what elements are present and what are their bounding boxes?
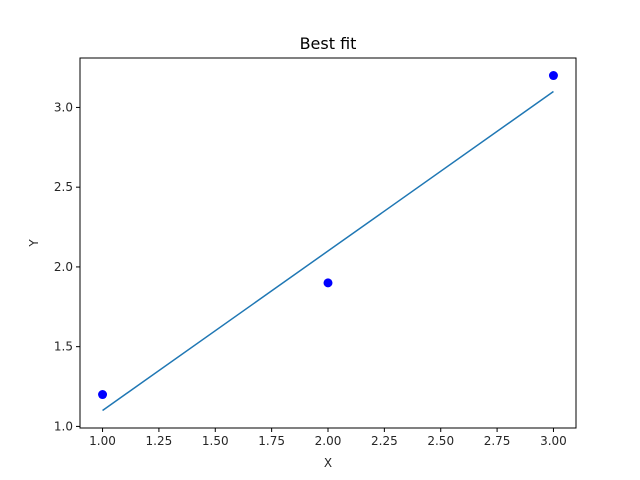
x-tick-label: 1.50	[202, 434, 229, 448]
chart-title: Best fit	[300, 34, 357, 53]
y-tick-label: 2.5	[54, 180, 73, 194]
x-tick-label: 1.00	[89, 434, 116, 448]
x-tick-label: 3.00	[540, 434, 567, 448]
y-tick-label: 1.5	[54, 340, 73, 354]
x-tick-label: 2.00	[315, 434, 342, 448]
y-tick-label: 3.0	[54, 100, 73, 114]
x-tick-label: 2.50	[427, 434, 454, 448]
x-axis: 1.00 1.25 1.50 1.75 2.00 2.25 2.50 2.75 3.00	[89, 428, 567, 448]
series-layer	[98, 71, 558, 412]
best-fit-line	[102, 90, 554, 412]
data-point	[98, 390, 108, 400]
y-axis: 1.0 1.5 2.0 2.5 3.0	[54, 100, 80, 433]
x-tick-label: 1.75	[258, 434, 285, 448]
x-axis-label: X	[324, 456, 332, 470]
x-tick-label: 2.75	[484, 434, 511, 448]
x-tick-label: 2.25	[371, 434, 398, 448]
plot-area	[79, 57, 577, 429]
y-tick-label: 2.0	[54, 260, 73, 274]
data-point	[548, 71, 558, 81]
y-tick-label: 1.0	[54, 419, 73, 433]
y-axis-label: Y	[27, 239, 41, 248]
x-tick-label: 1.25	[146, 434, 173, 448]
data-point	[323, 278, 333, 288]
